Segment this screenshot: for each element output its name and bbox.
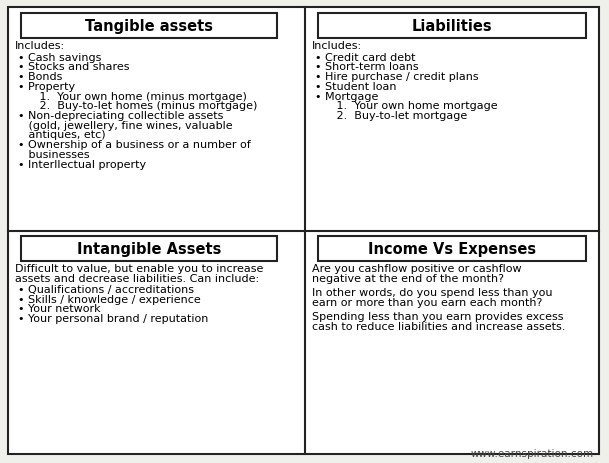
- Text: • Hire purchase / credit plans: • Hire purchase / credit plans: [315, 72, 479, 82]
- Text: • Qualifications / accreditations: • Qualifications / accreditations: [18, 284, 194, 294]
- Text: • Credit card debt: • Credit card debt: [315, 52, 415, 63]
- Text: • Stocks and shares: • Stocks and shares: [18, 62, 130, 72]
- Text: • Your network: • Your network: [18, 304, 101, 314]
- Text: earn or more than you earn each month?: earn or more than you earn each month?: [312, 297, 542, 307]
- Text: (gold, jewellery, fine wines, valuable: (gold, jewellery, fine wines, valuable: [18, 120, 233, 131]
- Text: cash to reduce liabilities and increase assets.: cash to reduce liabilities and increase …: [312, 321, 565, 332]
- Text: • Your personal brand / reputation: • Your personal brand / reputation: [18, 313, 209, 324]
- Text: • Property: • Property: [18, 81, 76, 92]
- Text: Spending less than you earn provides excess: Spending less than you earn provides exc…: [312, 312, 563, 322]
- Text: antiques, etc): antiques, etc): [18, 130, 106, 140]
- Text: • Skills / knowledge / experience: • Skills / knowledge / experience: [18, 294, 201, 304]
- Text: • Mortgage: • Mortgage: [315, 91, 378, 101]
- Text: Includes:: Includes:: [312, 41, 362, 51]
- Text: assets and decrease liabilities. Can include:: assets and decrease liabilities. Can inc…: [15, 273, 259, 283]
- Text: • Non-depreciating collectible assets: • Non-depreciating collectible assets: [18, 111, 224, 121]
- Text: Income Vs Expenses: Income Vs Expenses: [368, 241, 536, 257]
- Bar: [21, 236, 277, 262]
- Bar: [318, 236, 586, 262]
- Text: Intangible Assets: Intangible Assets: [77, 241, 222, 257]
- Text: • Bonds: • Bonds: [18, 72, 63, 82]
- Text: • Ownership of a business or a number of: • Ownership of a business or a number of: [18, 140, 251, 150]
- Text: Are you cashflow positive or cashflow: Are you cashflow positive or cashflow: [312, 263, 521, 274]
- Text: Difficult to value, but enable you to increase: Difficult to value, but enable you to in…: [15, 263, 264, 274]
- Bar: [21, 14, 277, 39]
- Text: www.earnspiration.com: www.earnspiration.com: [471, 448, 594, 458]
- Bar: [318, 14, 586, 39]
- Text: Tangible assets: Tangible assets: [85, 19, 213, 34]
- Text: Liabilities: Liabilities: [412, 19, 492, 34]
- Text: • Short-term loans: • Short-term loans: [315, 62, 418, 72]
- Text: 2.  Buy-to-let mortgage: 2. Buy-to-let mortgage: [326, 111, 467, 121]
- Text: 2.  Buy-to-let homes (minus mortgage): 2. Buy-to-let homes (minus mortgage): [29, 101, 258, 111]
- Text: Includes:: Includes:: [15, 41, 65, 51]
- Text: • Student loan: • Student loan: [315, 81, 396, 92]
- Text: • Interllectual property: • Interllectual property: [18, 159, 146, 169]
- Text: In other words, do you spend less than you: In other words, do you spend less than y…: [312, 288, 552, 298]
- Text: 1.  Your own home mortgage: 1. Your own home mortgage: [326, 101, 498, 111]
- Text: businesses: businesses: [18, 150, 90, 160]
- Text: 1.  Your own home (minus mortgage): 1. Your own home (minus mortgage): [29, 91, 247, 101]
- Text: negative at the end of the month?: negative at the end of the month?: [312, 273, 504, 283]
- Text: • Cash savings: • Cash savings: [18, 52, 102, 63]
